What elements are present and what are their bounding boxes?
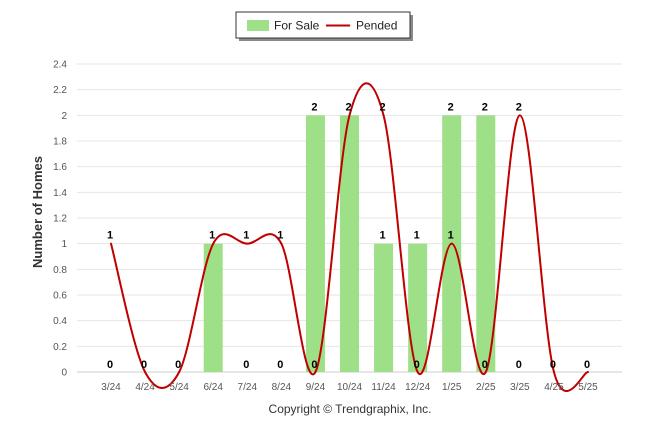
footer-copyright: Copyright © Trendgraphix, Inc. bbox=[269, 402, 432, 416]
x-tick-label: 10/24 bbox=[337, 382, 362, 393]
data-label: 0 bbox=[516, 359, 522, 371]
data-label: 0 bbox=[482, 359, 488, 371]
x-tick-label: 6/24 bbox=[203, 382, 223, 393]
y-tick-label: 1.6 bbox=[53, 162, 67, 173]
data-label: 1 bbox=[243, 230, 249, 242]
y-tick-label: 2 bbox=[61, 111, 67, 122]
data-label: 1 bbox=[448, 230, 454, 242]
pended-point bbox=[450, 242, 453, 245]
data-label: 1 bbox=[277, 230, 283, 242]
data-label: 1 bbox=[380, 230, 386, 242]
x-tick-label: 9/24 bbox=[306, 382, 326, 393]
y-axis-label: Number of Homes bbox=[30, 156, 45, 268]
pended-point bbox=[280, 242, 283, 245]
data-label: 2 bbox=[516, 101, 522, 113]
y-tick-label: 2.2 bbox=[53, 85, 67, 96]
x-tick-label: 1/25 bbox=[442, 382, 462, 393]
pended-point bbox=[518, 114, 521, 117]
data-label: 2 bbox=[311, 101, 317, 113]
pended-point bbox=[552, 371, 555, 373]
y-tick-label: 0.2 bbox=[53, 342, 67, 353]
data-label: 2 bbox=[380, 101, 386, 113]
legend-box bbox=[235, 11, 411, 39]
x-tick-label: 4/24 bbox=[135, 382, 155, 393]
data-label: 0 bbox=[141, 359, 147, 371]
bar bbox=[305, 115, 325, 372]
data-label: 0 bbox=[311, 359, 317, 371]
legend-label-for-sale: For Sale bbox=[274, 19, 320, 33]
line-series-pended bbox=[110, 82, 589, 392]
x-axis-ticks: 3/24 4/24 5/24 6/24 7/24 8/24 9/24 10/24 11/24 12… bbox=[101, 382, 598, 393]
bar bbox=[374, 243, 394, 372]
pended-point bbox=[348, 114, 351, 117]
legend-label-pended: Pended bbox=[356, 19, 397, 33]
data-label: 0 bbox=[243, 359, 249, 371]
pended-point bbox=[484, 371, 487, 373]
data-label: 2 bbox=[482, 101, 488, 113]
bar bbox=[408, 243, 428, 372]
x-tick-label: 7/24 bbox=[238, 382, 258, 393]
x-tick-label: 4/25 bbox=[544, 382, 564, 393]
pended-point bbox=[110, 242, 112, 245]
data-label: 1 bbox=[209, 230, 215, 242]
x-tick-label: 5/24 bbox=[169, 382, 189, 393]
data-labels: 1 1 1 1 2 2 2 1 1 2 1 2 2 0 0 0 0 0 0 0 0 0 0 0 bbox=[107, 101, 590, 371]
x-tick-label: 3/24 bbox=[101, 382, 121, 393]
pended-point bbox=[587, 371, 589, 373]
data-label: 2 bbox=[345, 101, 351, 113]
y-axis-ticks: 0 0.2 0.4 0.6 0.8 1 1.2 1.4 1.6 1.8 2 2.2 2.4 bbox=[53, 60, 67, 379]
pended-point bbox=[144, 371, 147, 373]
pended-point bbox=[246, 242, 249, 245]
y-tick-label: 0 bbox=[61, 368, 67, 379]
y-tick-label: 0.4 bbox=[53, 316, 67, 327]
data-label: 0 bbox=[414, 359, 420, 371]
x-tick-label: 2/25 bbox=[476, 382, 496, 393]
data-label: 0 bbox=[550, 359, 556, 371]
data-label: 0 bbox=[584, 359, 590, 371]
legend-swatch-for-sale bbox=[247, 20, 269, 31]
y-tick-label: 1 bbox=[61, 239, 67, 250]
legend: For Sale Pended bbox=[235, 11, 413, 41]
x-tick-label: 12/24 bbox=[405, 382, 430, 393]
y-tick-label: 1.4 bbox=[53, 188, 67, 199]
pended-point bbox=[212, 242, 215, 245]
data-label: 1 bbox=[107, 230, 113, 242]
y-tick-label: 0.8 bbox=[53, 265, 67, 276]
x-tick-label: 11/24 bbox=[371, 382, 396, 393]
y-tick-label: 0.6 bbox=[53, 291, 67, 302]
y-tick-label: 2.4 bbox=[53, 60, 67, 71]
pended-point bbox=[314, 371, 317, 373]
y-tick-label: 1.8 bbox=[53, 137, 67, 148]
bar bbox=[476, 115, 496, 372]
data-label: 0 bbox=[277, 359, 283, 371]
x-tick-label: 5/25 bbox=[578, 382, 598, 393]
bar bbox=[340, 115, 359, 372]
y-tick-label: 1.2 bbox=[53, 214, 67, 225]
x-tick-label: 3/25 bbox=[510, 382, 530, 393]
data-label: 0 bbox=[175, 359, 181, 371]
pended-point bbox=[382, 114, 385, 117]
data-label: 2 bbox=[448, 101, 454, 113]
pended-point bbox=[416, 371, 419, 373]
data-label: 1 bbox=[414, 230, 420, 242]
bar bbox=[203, 243, 223, 372]
pended-point bbox=[178, 371, 181, 373]
data-label: 0 bbox=[107, 359, 113, 371]
pended-line bbox=[110, 82, 589, 392]
x-tick-label: 8/24 bbox=[272, 382, 292, 393]
